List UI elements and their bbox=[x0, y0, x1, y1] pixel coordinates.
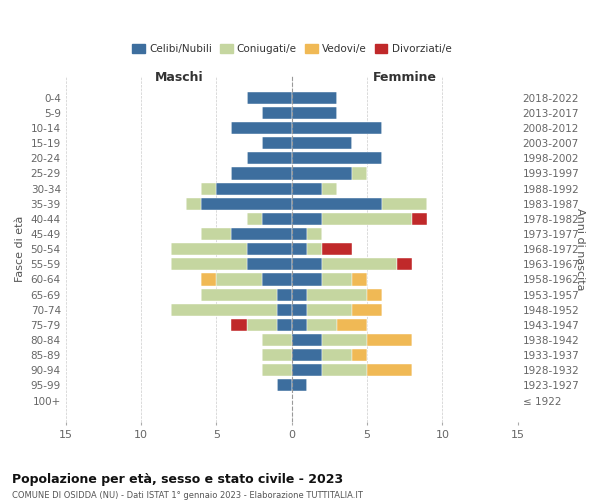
Bar bbox=[202, 288, 277, 300]
Bar bbox=[277, 319, 292, 331]
Bar bbox=[292, 304, 307, 316]
Bar bbox=[367, 334, 412, 346]
Bar bbox=[292, 198, 382, 210]
Bar bbox=[322, 349, 352, 361]
Bar bbox=[262, 364, 292, 376]
Bar bbox=[277, 380, 292, 392]
Bar bbox=[262, 334, 292, 346]
Bar bbox=[397, 258, 412, 270]
Bar bbox=[247, 319, 277, 331]
Bar bbox=[292, 349, 322, 361]
Bar bbox=[262, 213, 292, 225]
Text: Femmine: Femmine bbox=[373, 71, 437, 84]
Bar bbox=[412, 213, 427, 225]
Bar bbox=[232, 319, 247, 331]
Bar bbox=[292, 258, 322, 270]
Bar bbox=[322, 243, 352, 255]
Bar bbox=[247, 258, 292, 270]
Bar bbox=[232, 122, 292, 134]
Bar bbox=[352, 168, 367, 179]
Bar bbox=[262, 349, 292, 361]
Bar bbox=[262, 137, 292, 149]
Bar bbox=[292, 213, 322, 225]
Bar bbox=[292, 319, 307, 331]
Bar bbox=[202, 182, 217, 194]
Legend: Celibi/Nubili, Coniugati/e, Vedovi/e, Divorziati/e: Celibi/Nubili, Coniugati/e, Vedovi/e, Di… bbox=[128, 40, 455, 58]
Bar bbox=[322, 258, 397, 270]
Bar bbox=[292, 228, 307, 240]
Bar bbox=[292, 288, 307, 300]
Bar bbox=[171, 304, 277, 316]
Bar bbox=[292, 92, 337, 104]
Bar bbox=[322, 274, 352, 285]
Bar bbox=[277, 288, 292, 300]
Bar bbox=[292, 107, 337, 119]
Bar bbox=[307, 319, 337, 331]
Bar bbox=[322, 334, 367, 346]
Bar bbox=[367, 288, 382, 300]
Bar bbox=[307, 228, 322, 240]
Bar bbox=[307, 243, 322, 255]
Bar bbox=[186, 198, 202, 210]
Bar bbox=[171, 258, 247, 270]
Bar bbox=[247, 152, 292, 164]
Bar bbox=[322, 213, 412, 225]
Bar bbox=[202, 198, 292, 210]
Bar bbox=[292, 380, 307, 392]
Bar bbox=[292, 274, 322, 285]
Bar bbox=[382, 198, 427, 210]
Bar bbox=[247, 92, 292, 104]
Bar bbox=[247, 243, 292, 255]
Bar bbox=[292, 168, 352, 179]
Bar bbox=[352, 274, 367, 285]
Bar bbox=[352, 304, 382, 316]
Bar bbox=[202, 274, 217, 285]
Bar bbox=[322, 364, 367, 376]
Bar bbox=[292, 182, 322, 194]
Bar bbox=[217, 182, 292, 194]
Bar bbox=[292, 364, 322, 376]
Bar bbox=[202, 228, 232, 240]
Bar bbox=[277, 304, 292, 316]
Bar bbox=[337, 319, 367, 331]
Bar bbox=[322, 182, 337, 194]
Bar bbox=[171, 243, 247, 255]
Text: COMUNE DI OSIDDA (NU) - Dati ISTAT 1° gennaio 2023 - Elaborazione TUTTITALIA.IT: COMUNE DI OSIDDA (NU) - Dati ISTAT 1° ge… bbox=[12, 491, 363, 500]
Bar bbox=[217, 274, 262, 285]
Bar bbox=[307, 304, 352, 316]
Bar bbox=[292, 334, 322, 346]
Text: Maschi: Maschi bbox=[154, 71, 203, 84]
Y-axis label: Anni di nascita: Anni di nascita bbox=[575, 208, 585, 290]
Text: Popolazione per età, sesso e stato civile - 2023: Popolazione per età, sesso e stato civil… bbox=[12, 472, 343, 486]
Bar bbox=[292, 243, 307, 255]
Y-axis label: Fasce di età: Fasce di età bbox=[15, 216, 25, 282]
Bar bbox=[292, 122, 382, 134]
Bar bbox=[292, 152, 382, 164]
Bar bbox=[292, 137, 352, 149]
Bar bbox=[352, 349, 367, 361]
Bar bbox=[232, 168, 292, 179]
Bar bbox=[262, 274, 292, 285]
Bar bbox=[247, 213, 262, 225]
Bar bbox=[232, 228, 292, 240]
Bar bbox=[307, 288, 367, 300]
Bar bbox=[367, 364, 412, 376]
Bar bbox=[262, 107, 292, 119]
